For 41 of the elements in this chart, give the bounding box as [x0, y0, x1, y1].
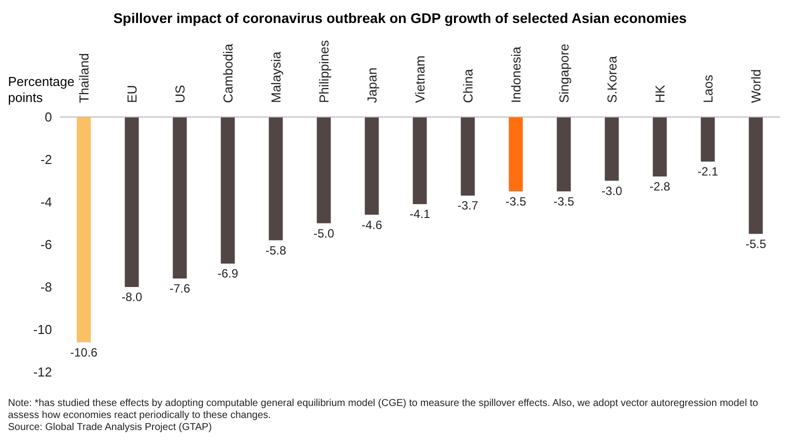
y-tick-label: 0	[44, 110, 52, 125]
data-label: -4.6	[361, 218, 382, 232]
x-tick-label: Philippines	[316, 40, 332, 103]
data-label: -7.6	[169, 282, 190, 296]
y-axis-title: Percentage points	[8, 74, 74, 106]
x-tick-label: Malaysia	[268, 50, 284, 103]
x-tick-label: HK	[652, 84, 668, 103]
x-tick-label: EU	[124, 84, 140, 103]
data-label: -2.1	[697, 164, 718, 179]
x-tick-label: Indonesia	[508, 46, 524, 103]
x-tick-label: Singapore	[556, 44, 572, 103]
x-tick-label: Japan	[364, 68, 380, 103]
data-label: -4.1	[409, 207, 430, 222]
x-tick-label: Cambodia	[220, 42, 236, 103]
y-tick-label: -10	[33, 322, 52, 338]
x-tick-label: China	[460, 68, 476, 103]
data-label: -5.0	[313, 226, 334, 240]
data-label: -5.8	[265, 243, 286, 258]
y-tick-label: -6	[40, 237, 52, 252]
y-tick-label: -12	[33, 364, 52, 380]
x-tick-label: S.Korea	[604, 55, 620, 103]
y-tick-label: -2	[40, 152, 52, 168]
data-label: -3.0	[601, 184, 622, 198]
data-label: -3.7	[457, 198, 478, 213]
data-label: -3.5	[553, 194, 574, 208]
data-label: -2.8	[649, 180, 670, 194]
y-tick-label: -4	[40, 194, 52, 210]
data-label: -10.6	[70, 345, 98, 360]
x-tick-label: World	[748, 69, 764, 103]
data-label: -5.5	[745, 236, 766, 251]
x-tick-label: US	[172, 84, 188, 103]
source-note: Source: Global Trade Analysis Project (GTAP)	[8, 422, 213, 434]
x-tick-label: Laos	[700, 74, 716, 103]
x-tick-label: Vietnam	[412, 56, 428, 103]
text: Note: *has studied these effects by adopting computable general equilibrium model (CGE) to measure the spillover effects. Also, we adopt vector autoregression model to assess how economies react periodically to these changes.	[8, 398, 760, 422]
x-tick-label: Thailand	[76, 53, 92, 103]
chart-title: Spillover impact of coronavirus outbreak on GDP growth of selected Asian economies	[112, 10, 688, 28]
y-tick-label: -8	[40, 280, 52, 295]
data-label: -3.5	[505, 194, 526, 208]
data-label: -8.0	[121, 290, 142, 304]
data-label: -6.9	[217, 266, 238, 281]
